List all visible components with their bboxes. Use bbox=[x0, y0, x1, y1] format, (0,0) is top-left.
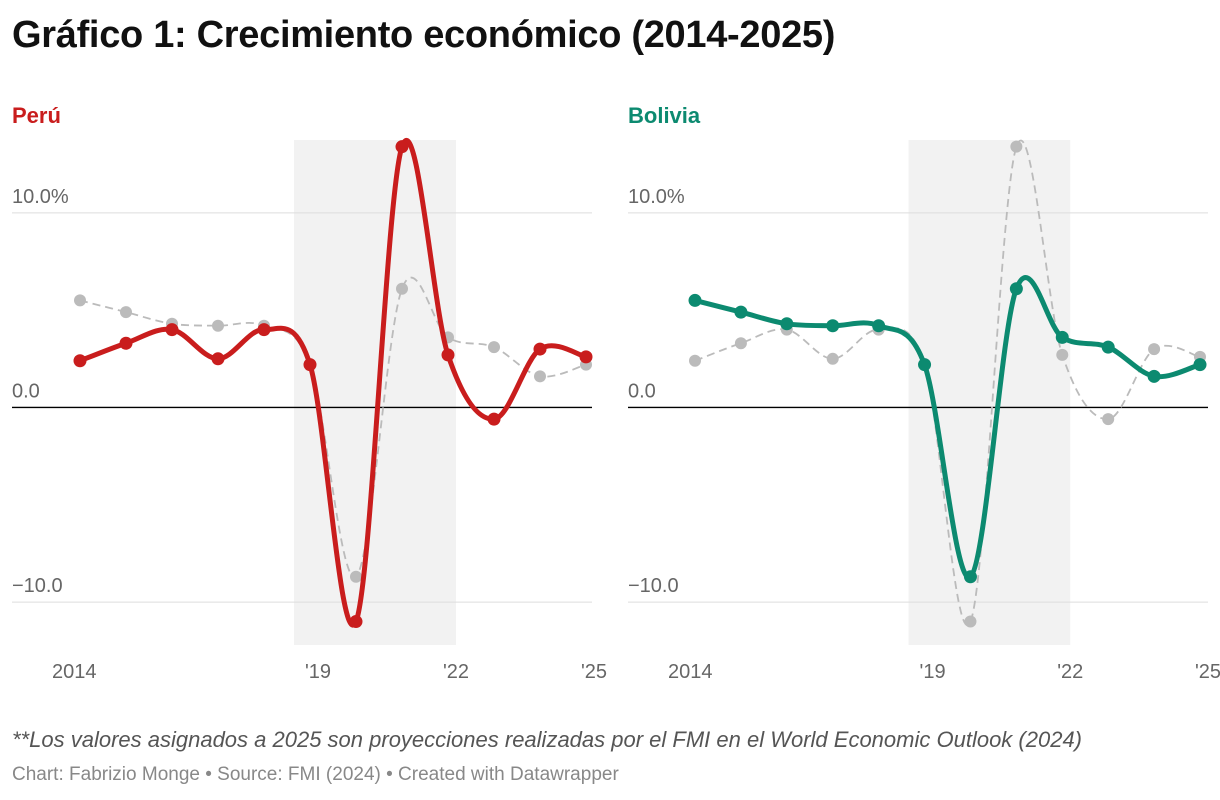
x-tick-label: 2014 bbox=[52, 661, 97, 683]
data-point bbox=[73, 354, 87, 368]
data-point bbox=[349, 615, 363, 629]
data-point bbox=[918, 358, 932, 372]
comparison-point bbox=[1056, 348, 1069, 361]
comparison-point bbox=[350, 570, 362, 583]
data-point bbox=[303, 358, 317, 372]
data-point bbox=[780, 317, 794, 331]
comparison-point bbox=[1010, 140, 1023, 153]
comparison-point bbox=[74, 294, 86, 307]
comparison-point bbox=[488, 341, 500, 354]
panel-per: Perú 10.0% 0.0 −10.0 2014 '19 '22 '25 bbox=[12, 103, 607, 683]
x-tick-label: '22 bbox=[443, 661, 469, 683]
data-point bbox=[826, 319, 840, 333]
y-tick-label: 0.0 bbox=[12, 380, 40, 402]
x-tick-label: '22 bbox=[1057, 661, 1083, 683]
comparison-point bbox=[826, 352, 839, 365]
series-line bbox=[77, 138, 589, 628]
data-point bbox=[211, 352, 225, 366]
comparison-point bbox=[689, 354, 701, 367]
data-point bbox=[1147, 369, 1161, 383]
data-point bbox=[119, 336, 133, 350]
footnote: **Los valores asignados a 2025 son proye… bbox=[12, 727, 1083, 752]
panel-title: Perú bbox=[12, 103, 61, 128]
data-point bbox=[872, 319, 886, 333]
comparison-line bbox=[694, 139, 1201, 626]
shaded-period bbox=[908, 140, 1071, 645]
charts-area: Perú 10.0% 0.0 −10.0 2014 '19 '22 '25 Bolivia 10.… bbox=[12, 103, 1220, 683]
data-point bbox=[533, 342, 547, 356]
x-tick-label: '19 bbox=[305, 661, 331, 683]
comparison-point bbox=[534, 370, 546, 383]
data-point bbox=[963, 570, 977, 584]
comparison-point bbox=[396, 282, 408, 295]
source-credit: Chart: Fabrizio Monge • Source: FMI (202… bbox=[12, 764, 619, 785]
comparison-point bbox=[734, 337, 747, 350]
x-tick-label: '25 bbox=[581, 661, 607, 683]
comparison-point bbox=[1148, 343, 1161, 356]
data-point bbox=[487, 412, 501, 426]
panel-title: Bolivia bbox=[628, 103, 701, 128]
data-point bbox=[395, 140, 409, 154]
panel-bolivia: Bolivia 10.0% 0.0 −10.0 2014 '19 '22 '25 bbox=[628, 103, 1220, 683]
y-tick-label: −10.0 bbox=[12, 575, 63, 597]
y-tick-label: 10.0% bbox=[628, 186, 685, 208]
x-tick-label: '19 bbox=[920, 661, 946, 683]
chart-title: Gráfico 1: Crecimiento económico (2014-2… bbox=[12, 14, 836, 56]
y-tick-label: 0.0 bbox=[628, 380, 656, 402]
data-point bbox=[1193, 358, 1207, 372]
shaded-period bbox=[294, 140, 456, 645]
data-point bbox=[1101, 340, 1115, 354]
y-tick-label: 10.0% bbox=[12, 186, 69, 208]
comparison-point bbox=[964, 615, 977, 628]
data-point bbox=[688, 293, 702, 307]
data-point bbox=[257, 323, 271, 337]
data-point bbox=[165, 323, 179, 337]
data-point bbox=[579, 350, 593, 364]
data-point bbox=[441, 348, 455, 362]
comparison-point bbox=[212, 319, 224, 332]
y-tick-label: −10.0 bbox=[628, 575, 679, 597]
comparison-point bbox=[120, 306, 132, 319]
comparison-point bbox=[1102, 413, 1115, 426]
data-point bbox=[734, 305, 748, 319]
data-point bbox=[1055, 330, 1069, 344]
x-tick-label: 2014 bbox=[668, 661, 713, 683]
data-point bbox=[1009, 282, 1023, 296]
x-tick-label: '25 bbox=[1195, 661, 1220, 683]
